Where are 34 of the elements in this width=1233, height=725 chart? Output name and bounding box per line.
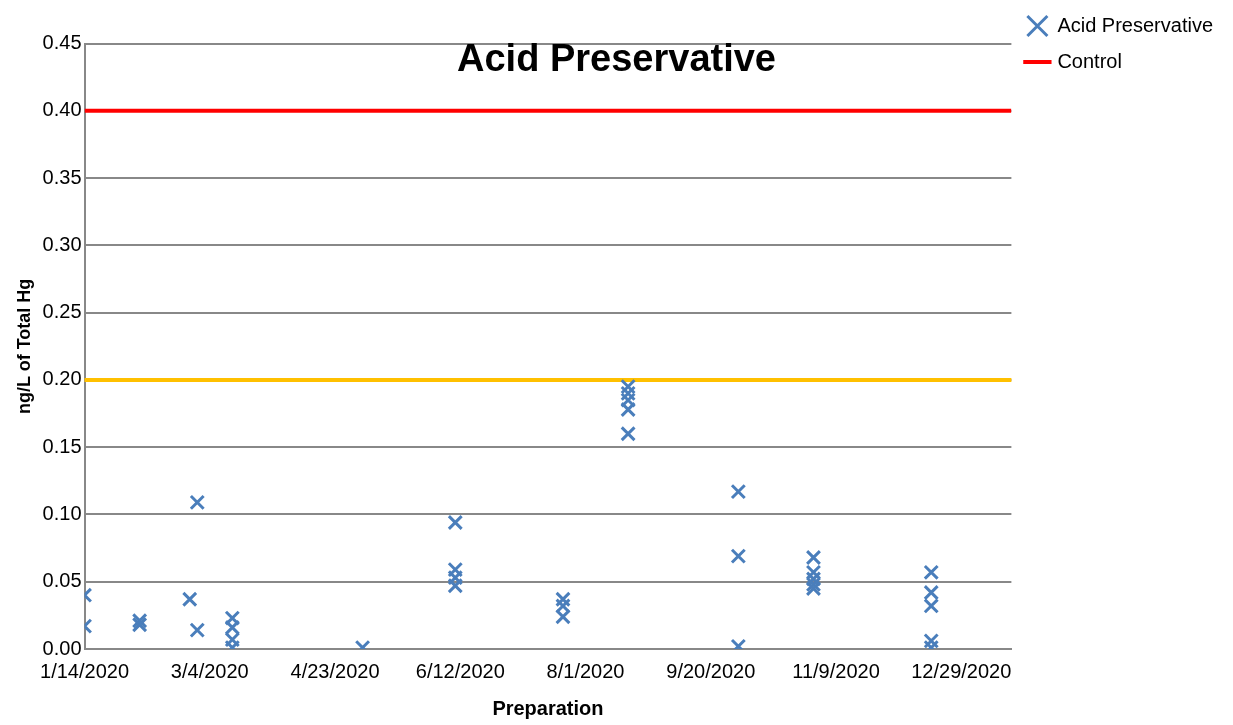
point xyxy=(131,612,148,629)
point xyxy=(447,514,464,531)
y-tick-label: 0.30 xyxy=(42,232,82,255)
point xyxy=(181,591,198,608)
x-tick-label: 3/4/2020 xyxy=(170,659,249,682)
chart-title: Acid Preservative xyxy=(457,37,776,80)
legend-label: Acid Preservative xyxy=(1057,13,1214,36)
x-tick-label: 11/9/2020 xyxy=(792,659,880,682)
x-tick-label: 6/12/2020 xyxy=(415,659,505,682)
point xyxy=(923,564,940,581)
legend-label: Control xyxy=(1057,49,1122,72)
y-tick-label: 0.20 xyxy=(42,367,82,390)
x-tick-label: 1/14/2020 xyxy=(40,659,130,682)
y-tick-label: 0.10 xyxy=(42,501,82,524)
y-tick-label: 0.45 xyxy=(42,31,82,54)
point xyxy=(131,616,148,633)
point xyxy=(189,622,206,639)
x-tick-label: 12/29/2020 xyxy=(911,659,1012,682)
point xyxy=(730,548,747,565)
point xyxy=(730,483,747,500)
x-tick-label: 8/1/2020 xyxy=(546,659,625,682)
y-tick-label: 0.35 xyxy=(42,165,82,188)
y-tick-label: 0.15 xyxy=(42,434,82,457)
point xyxy=(620,425,636,442)
y-tick-label: 0.40 xyxy=(42,98,82,121)
point xyxy=(189,494,206,511)
x-axis-title: Preparation xyxy=(492,696,604,719)
y-tick-label: 0.00 xyxy=(42,636,82,659)
y-axis-title: ng/L of Total Hg xyxy=(13,278,34,414)
y-tick-label: 0.25 xyxy=(42,300,82,323)
y-tick-label: 0.05 xyxy=(42,569,82,592)
x-tick-label: 9/20/2020 xyxy=(666,659,756,682)
point xyxy=(923,633,940,649)
x-tick-label: 4/23/2020 xyxy=(290,659,380,682)
